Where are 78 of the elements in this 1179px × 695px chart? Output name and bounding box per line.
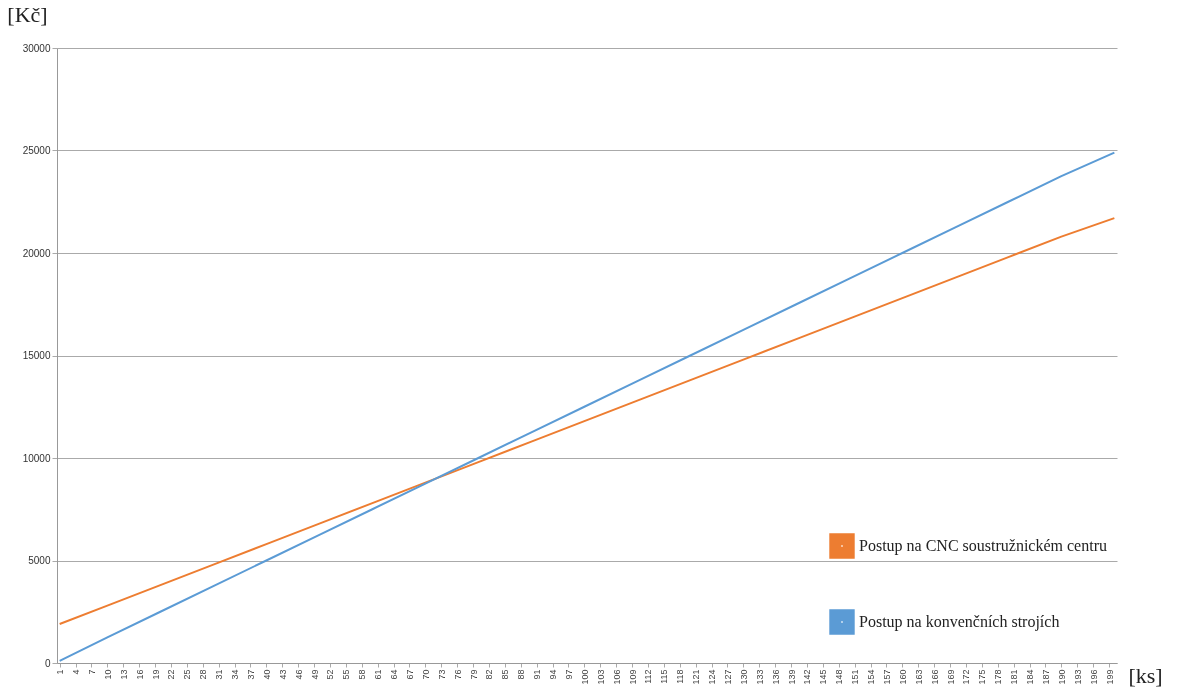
y-tick-label: 5000 [28, 555, 51, 566]
x-tick-label: 181 [1009, 669, 1020, 685]
x-tick-label: 43 [277, 669, 288, 680]
x-tick-label: 49 [309, 669, 320, 680]
x-tick-label: 31 [214, 669, 225, 680]
x-tick-label: 34 [230, 669, 241, 680]
x-tick-label: 16 [134, 669, 145, 680]
x-tick-label: 109 [627, 669, 638, 685]
x-tick-label: 79 [468, 669, 479, 680]
y-tick-label: 10000 [22, 452, 51, 464]
x-tick-label: 145 [818, 669, 829, 685]
x-tick-label: 64 [389, 669, 400, 680]
x-tick-label: 22 [166, 669, 177, 680]
x-tick-label: 103 [595, 669, 606, 685]
x-tick-label: 13 [118, 669, 129, 680]
x-tick-label: 52 [325, 669, 336, 680]
x-tick-label: 166 [929, 669, 940, 685]
x-tick-label: 28 [198, 669, 209, 680]
x-tick-label: 118 [675, 669, 686, 684]
x-tick-label: 25 [182, 669, 193, 680]
x-tick-label: 7 [86, 669, 97, 675]
x-tick-label: 91 [532, 669, 543, 680]
x-tick-label: 142 [802, 669, 813, 685]
x-tick-label: 88 [516, 669, 527, 680]
x-tick-label: 127 [722, 669, 733, 685]
x-tick-label: 139 [786, 669, 797, 685]
x-tick-label: 157 [881, 669, 892, 685]
x-tick-label: 184 [1025, 669, 1036, 685]
x-tick-label: 76 [452, 669, 463, 680]
x-tick-label: 61 [373, 669, 384, 680]
y-axis-title: [Kč] [7, 1, 48, 27]
x-tick-label: 82 [484, 669, 495, 680]
y-tick-label: 20000 [22, 247, 51, 259]
x-tick-label: 55 [341, 669, 352, 680]
x-tick-label: 148 [834, 669, 845, 685]
x-tick-label: 40 [261, 669, 272, 680]
x-tick-label: 115 [659, 669, 670, 684]
y-tick-label: 15000 [22, 350, 51, 361]
x-tick-label: 190 [1056, 669, 1067, 685]
x-axis-title: [ks] [1128, 662, 1163, 688]
x-tick-label: 133 [754, 669, 765, 685]
x-tick-label: 169 [945, 669, 956, 685]
legend-label: Postup na CNC soustružnickém centru [859, 537, 1107, 555]
y-tick-label: 25000 [22, 145, 51, 156]
x-tick-label: 70 [420, 669, 431, 680]
x-tick-label: 85 [500, 669, 511, 680]
x-tick-label: 163 [913, 669, 924, 685]
x-tick-label: 130 [738, 669, 749, 685]
x-tick-label: 94 [548, 669, 559, 680]
x-tick-label: 4 [71, 669, 82, 675]
x-tick-label: 124 [707, 669, 718, 685]
x-tick-label: 151 [850, 669, 861, 685]
x-tick-label: 19 [150, 669, 161, 680]
x-tick-label: 187 [1040, 669, 1051, 685]
x-tick-label: 193 [1072, 669, 1083, 685]
x-tick-label: 136 [770, 669, 781, 685]
x-tick-label: 10 [102, 669, 113, 680]
x-tick-label: 100 [579, 669, 590, 685]
x-tick-label: 1 [55, 669, 66, 675]
x-tick-label: 67 [404, 669, 415, 680]
x-tick-label: 37 [245, 669, 256, 680]
x-tick-label: 175 [977, 669, 988, 685]
x-tick-label: 154 [866, 669, 877, 685]
x-tick-label: 46 [293, 669, 304, 680]
y-tick-label: 30000 [22, 42, 51, 54]
x-tick-label: 196 [1088, 669, 1099, 685]
x-tick-label: 178 [993, 669, 1004, 685]
x-tick-label: 172 [961, 669, 972, 685]
x-tick-label: 112 [643, 669, 654, 684]
y-tick-label: 0 [44, 657, 51, 669]
x-tick-label: 199 [1104, 669, 1115, 685]
x-tick-label: 106 [611, 669, 622, 685]
x-tick-label: 73 [436, 669, 447, 680]
legend-label: Postup na konvenčních strojích [859, 613, 1060, 631]
x-tick-label: 58 [357, 669, 368, 680]
x-tick-label: 97 [563, 669, 574, 680]
x-tick-label: 121 [691, 669, 702, 685]
x-tick-label: 160 [897, 669, 908, 685]
